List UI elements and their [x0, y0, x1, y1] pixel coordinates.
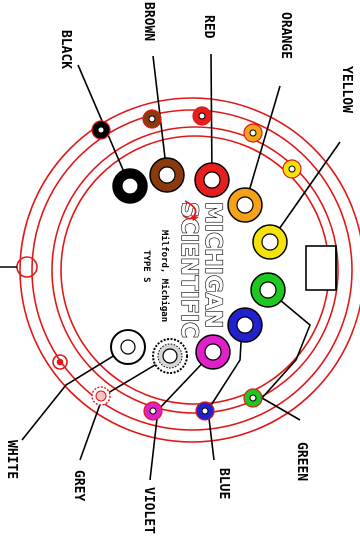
label-violet: VIOLET	[141, 487, 156, 534]
key-tab	[305, 245, 337, 291]
outer-ring	[19, 97, 360, 443]
outer-pin-black	[91, 120, 111, 140]
label-blue: BLUE	[216, 468, 231, 499]
inner-terminals	[110, 157, 288, 374]
mounting-hole-small-center	[56, 358, 64, 366]
terminal-yellow	[252, 224, 288, 260]
brand-line2: SCIENTIFIC	[176, 202, 201, 338]
outer-pin-orange	[243, 123, 263, 143]
outer-pin-green	[243, 388, 263, 408]
terminal-blue	[227, 307, 263, 343]
outer-pin-grey	[91, 386, 111, 406]
outer-pin-yellow	[282, 159, 302, 179]
terminal-grey	[152, 338, 188, 374]
outer-pins	[91, 106, 302, 421]
terminal-orange	[227, 187, 263, 223]
labels: BLACK BROWN RED ORANGE YELLOW GREEN BLUE…	[4, 2, 354, 534]
label-green: GREEN	[294, 442, 309, 481]
outer-pin-red	[192, 106, 212, 126]
terminal-white	[110, 329, 146, 365]
terminal-red	[194, 162, 230, 198]
logo-mark	[182, 200, 199, 221]
terminal-violet	[195, 334, 231, 370]
outer-pin-brown	[142, 109, 162, 129]
brand-model: TYPE S	[141, 250, 151, 283]
label-black: BLACK	[58, 30, 73, 69]
brand-block: MICHIGAN SCIENTIFIC Milford, Michigan TY…	[141, 201, 226, 338]
label-brown: BROWN	[141, 2, 156, 41]
label-yellow: YELLOW	[339, 66, 354, 113]
inner-ring-outer	[51, 126, 339, 414]
label-orange: ORANGE	[278, 12, 293, 59]
label-red: RED	[201, 15, 216, 39]
label-grey: GREY	[71, 470, 86, 501]
terminal-green	[250, 272, 286, 308]
mounting-hole-small	[52, 354, 68, 370]
terminal-black	[112, 168, 148, 204]
brand-line1: MICHIGAN	[200, 202, 225, 328]
outer-pin-blue	[195, 401, 215, 421]
brand-location: Milford, Michigan	[159, 230, 170, 322]
label-white: WHITE	[4, 440, 19, 479]
middle-ring	[31, 109, 353, 431]
outer-pin-violet	[143, 401, 163, 421]
terminal-brown	[149, 157, 185, 193]
